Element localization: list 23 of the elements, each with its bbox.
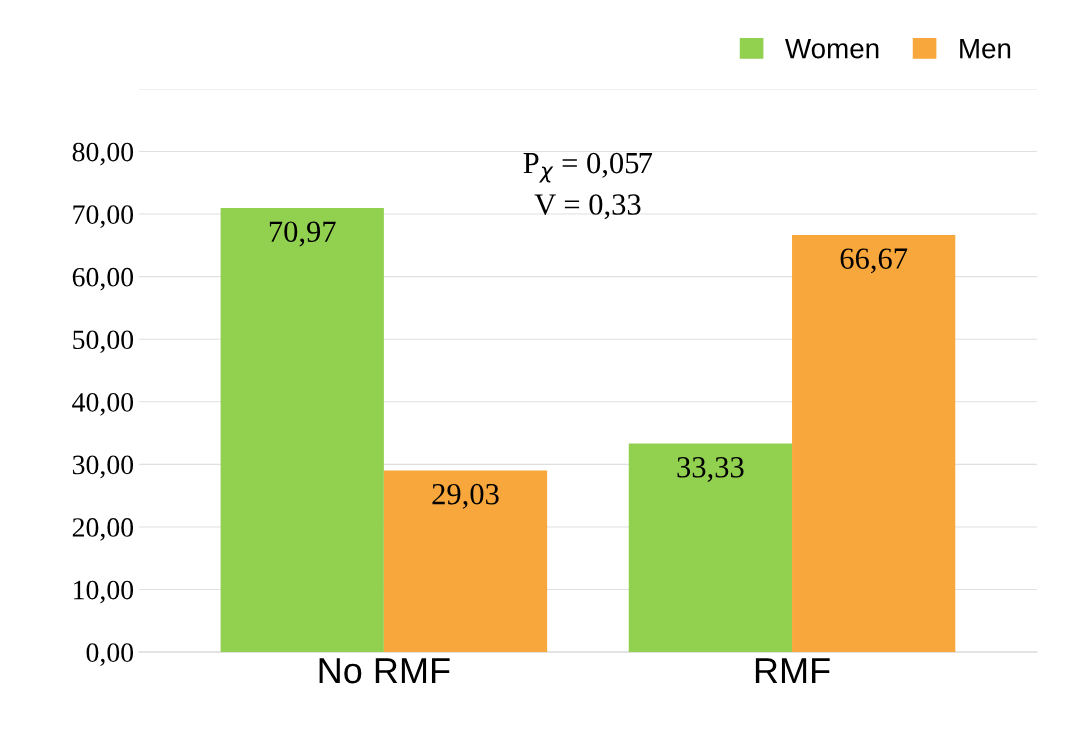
annotation: P$_{χ}$ = 0,057 xyxy=(523,152,653,183)
y-tick-label: 10,00 xyxy=(74,580,134,604)
bar xyxy=(383,470,548,653)
data-label: 33,33 xyxy=(677,457,744,482)
data-label: 29,03 xyxy=(432,483,499,509)
legend-label: Men xyxy=(960,39,1011,59)
y-tick-label: 40,00 xyxy=(72,392,134,416)
y-tick-label: 20,00 xyxy=(72,518,134,541)
bar xyxy=(792,234,956,653)
bar xyxy=(628,443,793,653)
x-tick-label: No RMF xyxy=(319,658,450,684)
y-tick-label: 30,00 xyxy=(72,455,134,479)
y-tick-label: 60,00 xyxy=(72,267,134,291)
legend-label: Women xyxy=(785,39,879,59)
y-tick-label: 0,00 xyxy=(86,643,134,666)
y-tick-label: 70,00 xyxy=(73,205,134,228)
y-tick-label: 50,00 xyxy=(73,330,134,354)
data-label: 70,97 xyxy=(269,221,336,247)
y-tick-label: 80,00 xyxy=(72,142,134,166)
annotation: V = 0,33 xyxy=(534,194,641,220)
data-label: 66,67 xyxy=(840,248,908,274)
x-tick-label: RMF xyxy=(755,658,830,684)
bar xyxy=(220,208,384,653)
